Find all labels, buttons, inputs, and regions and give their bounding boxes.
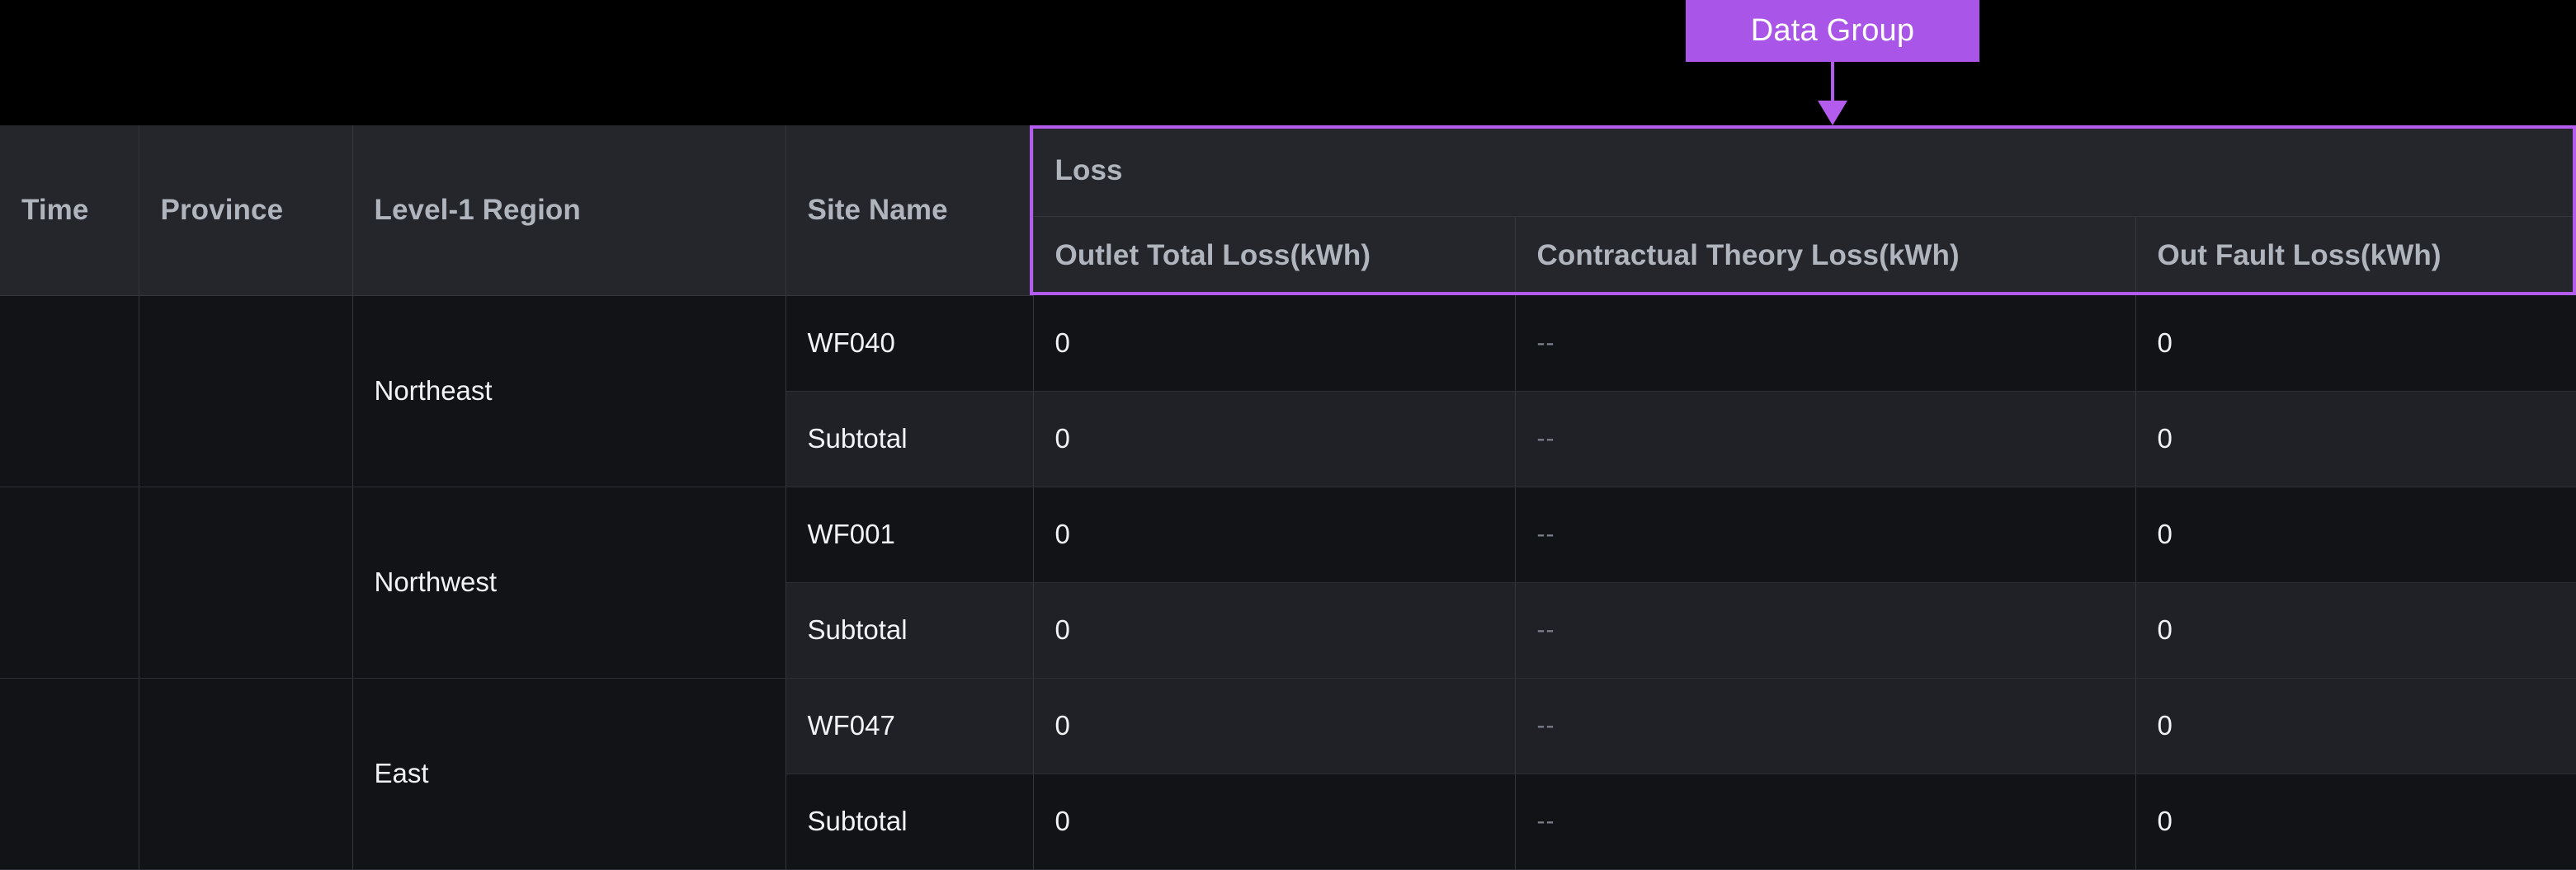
cell-outlet-total-loss: 0 (1033, 391, 1516, 487)
table-body: Northeast WF040 0 -- 0 Subtotal 0 -- 0 Northwest W… (0, 295, 2576, 870)
column-header-level-1-region[interactable]: Level-1 Region (352, 125, 786, 296)
cell-out-fault-loss: 0 (2135, 774, 2576, 870)
cell-out-fault-loss: 0 (2135, 582, 2576, 679)
column-header-contractual-theory-loss[interactable]: Contractual Theory Loss(kWh) (1515, 216, 2136, 295)
group-header-row: Time Province Level-1 Region Site Name L… (0, 125, 2576, 296)
column-header-time[interactable]: Time (0, 125, 139, 296)
cell-contractual-theory-loss: -- (1515, 487, 2136, 583)
cell-time (0, 487, 139, 679)
data-group-badge[interactable]: Data Group (1686, 0, 1979, 62)
cell-out-fault-loss: 0 (2135, 487, 2576, 583)
cell-outlet-total-loss: 0 (1033, 678, 1516, 774)
cell-site-name: WF047 (786, 678, 1034, 774)
cell-time (0, 295, 139, 487)
cell-time (0, 678, 139, 870)
data-group-badge-label: Data Group (1750, 13, 1915, 48)
table-header: Time Province Level-1 Region Site Name L… (0, 125, 2576, 296)
cell-outlet-total-loss: 0 (1033, 487, 1516, 583)
cell-site-name: WF040 (786, 295, 1034, 392)
cell-level-1-region: East (352, 678, 786, 870)
table-row[interactable]: East WF047 0 -- 0 (0, 678, 2576, 870)
cell-contractual-theory-loss: -- (1515, 774, 2136, 870)
loss-report-table: Time Province Level-1 Region Site Name L… (0, 125, 2576, 870)
column-header-out-fault-loss[interactable]: Out Fault Loss(kWh) (2135, 216, 2576, 295)
table-row[interactable]: Subtotal 0 -- 0 (0, 391, 2576, 487)
cell-out-fault-loss: 0 (2135, 295, 2576, 392)
cell-contractual-theory-loss: -- (1515, 582, 2136, 679)
column-header-site-name[interactable]: Site Name (786, 125, 1034, 296)
cell-contractual-theory-loss: -- (1515, 678, 2136, 774)
cell-contractual-theory-loss: -- (1515, 391, 2136, 487)
cell-level-1-region: Northwest (352, 487, 786, 679)
cell-site-name: WF001 (786, 487, 1034, 583)
cell-province (139, 487, 353, 679)
column-header-outlet-total-loss[interactable]: Outlet Total Loss(kWh) (1033, 216, 1516, 295)
cell-level-1-region: Northeast (352, 295, 786, 487)
table-row[interactable]: Northwest WF001 0 -- 0 (0, 487, 2576, 679)
cell-contractual-theory-loss: -- (1515, 295, 2136, 392)
cell-out-fault-loss: 0 (2135, 391, 2576, 487)
column-group-header-loss[interactable]: Loss (1033, 125, 2576, 217)
table-row[interactable]: Subtotal 0 -- 0 (0, 582, 2576, 679)
cell-province (139, 295, 353, 487)
cell-outlet-total-loss: 0 (1033, 582, 1516, 679)
metric-header-row: Outlet Total Loss(kWh) Contractual Theor… (0, 216, 2576, 295)
cell-outlet-total-loss: 0 (1033, 295, 1516, 392)
cell-out-fault-loss: 0 (2135, 678, 2576, 774)
cell-site-name: Subtotal (786, 774, 1034, 870)
cell-site-name: Subtotal (786, 391, 1034, 487)
cell-site-name: Subtotal (786, 582, 1034, 679)
table-row[interactable]: Subtotal 0 -- 0 (0, 774, 2576, 870)
table-row[interactable]: Northeast WF040 0 -- 0 (0, 295, 2576, 487)
cell-outlet-total-loss: 0 (1033, 774, 1516, 870)
cell-province (139, 678, 353, 870)
column-header-province[interactable]: Province (139, 125, 353, 296)
